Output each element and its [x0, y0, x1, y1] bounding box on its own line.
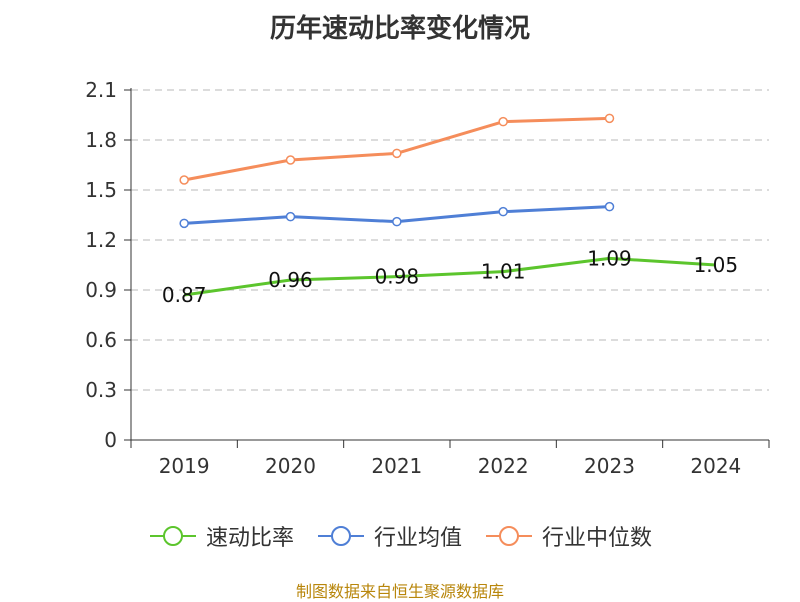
legend-label-quick-ratio: 速动比率 [205, 526, 294, 551]
y-tick-label-2: 0.6 [85, 328, 117, 352]
x-tick-label-2019: 2019 [159, 454, 210, 478]
point-1-2021 [392, 216, 402, 227]
y-tick-label-6: 1.8 [85, 128, 117, 152]
series-line-0 [183, 256, 716, 297]
data-label-2024: 1.05 [694, 253, 739, 277]
legend-swatch-industry-mean [317, 526, 364, 546]
y-tick-label-7: 2.1 [85, 78, 117, 102]
data-label-2019: 0.87 [162, 283, 207, 307]
data-source-note: 制图数据来自恒生聚源数据库 [295, 582, 504, 601]
legend-label-industry-median: 行业中位数 [542, 526, 653, 551]
legend-swatch-quick-ratio [149, 526, 196, 546]
x-tick-label-2021: 2021 [371, 454, 422, 478]
x-tick-label-2023: 2023 [584, 454, 635, 478]
y-tick-label-3: 0.9 [85, 278, 117, 302]
y-tick-label-0: 0 [104, 428, 117, 452]
data-label-2020: 0.96 [268, 268, 313, 292]
chart-title: 历年速动比率变化情况 [269, 14, 530, 44]
legend-swatch-industry-median [486, 526, 532, 546]
legend-label-industry-mean: 行业均值 [373, 526, 462, 551]
point-2-2020 [285, 155, 296, 165]
data-label-2022: 1.01 [481, 260, 526, 284]
legend-item-quick-ratio[interactable]: 速动比率 [148, 520, 294, 552]
point-2-2021 [392, 148, 402, 159]
point-2-2022 [498, 116, 508, 127]
x-tick-label-2024: 2024 [690, 454, 741, 478]
point-1-2020 [285, 211, 296, 222]
point-2-2019 [179, 175, 189, 185]
point-1-2019 [179, 218, 189, 229]
point-1-2022 [498, 206, 508, 217]
y-tick-label-5: 1.5 [85, 178, 117, 202]
y-tick-label-1: 0.3 [85, 378, 117, 402]
x-tick-label-2020: 2020 [265, 454, 316, 478]
data-label-2021: 0.98 [375, 265, 420, 289]
legend-item-industry-median[interactable]: 行业中位数 [484, 520, 652, 552]
point-2-2023 [604, 113, 615, 124]
data-label-2023: 1.09 [587, 246, 632, 270]
point-1-2023 [604, 201, 615, 212]
y-tick-label-4: 1.2 [85, 228, 117, 252]
legend-item-industry-mean[interactable]: 行业均值 [316, 520, 462, 552]
x-tick-label-2022: 2022 [478, 454, 529, 478]
legend: 速动比率 行业均值 行业中位数 [0, 520, 800, 552]
